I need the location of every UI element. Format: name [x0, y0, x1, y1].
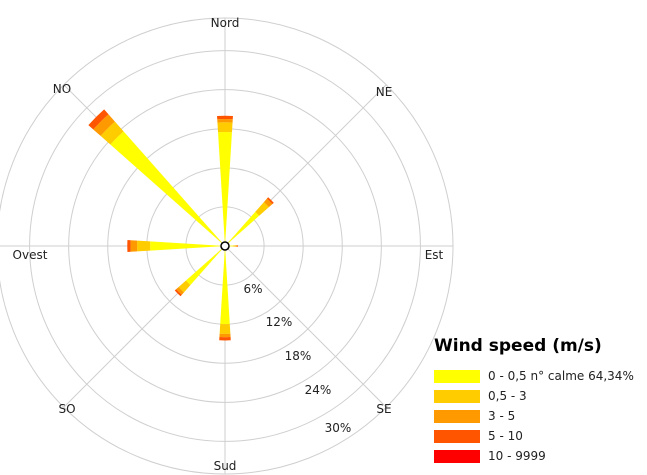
ring-label-18: 18%: [285, 349, 312, 363]
direction-label-nord: Nord: [211, 16, 240, 30]
legend-label: 3 - 5: [488, 409, 516, 423]
spoke-se: [224, 245, 387, 408]
ring-label-24: 24%: [305, 383, 332, 397]
legend-item: 0 - 0,5 n° calme 64,34%: [434, 366, 647, 386]
direction-label-no: NO: [53, 82, 71, 96]
legend-swatch: [434, 369, 480, 383]
petal-est-bin-2: [235, 245, 238, 247]
petal-so-bin-1: [178, 280, 191, 293]
ring-label-6: 6%: [243, 282, 262, 296]
petal-ne-bin-2: [263, 198, 273, 208]
petal-so-bin-2: [176, 287, 184, 295]
petal-nord-bin-2: [217, 118, 233, 123]
calm-center-circle: [220, 241, 230, 251]
legend-swatch: [434, 429, 480, 443]
petal-ovest-bin-3: [127, 240, 131, 252]
direction-label-se: SE: [376, 402, 391, 416]
legend-label: 0,5 - 3: [488, 389, 527, 403]
legend-label: 5 - 10: [488, 429, 523, 443]
legend-item: 0,5 - 3: [434, 386, 647, 406]
petal-ne-bin-0: [225, 211, 260, 246]
petal-no-bin-2: [93, 114, 115, 136]
direction-label-est: Est: [425, 248, 444, 262]
legend-label: 10 - 9999: [488, 449, 546, 463]
legend-item: 10 - 9999: [434, 446, 647, 466]
legend-swatch: [434, 409, 480, 423]
petal-ne-bin-1: [255, 202, 269, 216]
petal-nord-bin-1: [217, 122, 233, 133]
petal-no-bin-1: [100, 121, 124, 145]
petal-nord-bin-0: [218, 131, 232, 246]
petal-no-bin-3: [88, 109, 109, 130]
petal-sud-bin-1: [219, 324, 231, 334]
petal-sud-bin-0: [220, 246, 230, 325]
direction-label-so: SO: [58, 402, 75, 416]
legend-label: 0 - 0,5 n° calme 64,34%: [488, 369, 634, 383]
direction-label-ovest: Ovest: [13, 248, 48, 262]
direction-label-sud: Sud: [214, 459, 237, 473]
direction-label-ne: NE: [376, 85, 393, 99]
legend-title: Wind speed (m/s): [434, 336, 602, 356]
petal-no-bin-0: [110, 131, 225, 246]
petal-ovest-bin-1: [137, 240, 151, 252]
legend-swatch: [434, 449, 480, 463]
petal-est-bin-1: [232, 245, 236, 247]
petal-sud-bin-3: [219, 337, 231, 341]
petal-ovest-bin-0: [150, 241, 225, 251]
petal-ovest-bin-2: [130, 240, 138, 252]
petal-nord-bin-3: [217, 115, 233, 120]
petal-so-bin-0: [185, 246, 225, 286]
petal-est-bin-3: [237, 245, 239, 247]
ring-label-30: 30%: [325, 421, 352, 435]
petal-sud-bin-2: [219, 333, 231, 338]
legend: Wind speed (m/s) 0 - 0,5 n° calme 64,34%…: [434, 336, 647, 475]
ring-label-12: 12%: [266, 315, 293, 329]
petal-so-bin-3: [174, 289, 182, 297]
petal-ne-bin-3: [266, 197, 274, 205]
legend-item: 3 - 5: [434, 406, 647, 426]
legend-item: 5 - 10: [434, 426, 647, 446]
legend-swatch: [434, 389, 480, 403]
